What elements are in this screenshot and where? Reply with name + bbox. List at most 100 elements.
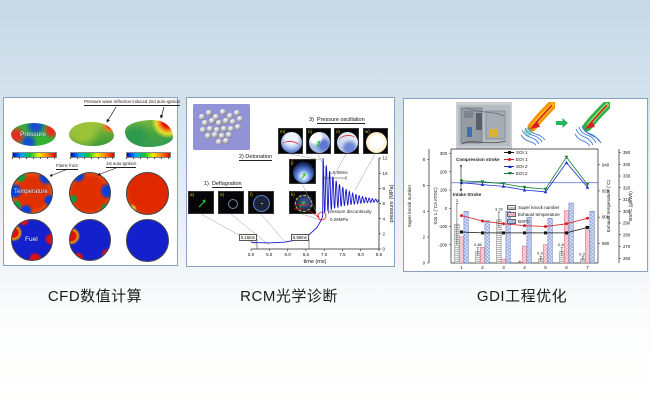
svg-text:6.0: 6.0: [284, 252, 291, 257]
gdi-panel: 0 2 4 6 8 -200 -100 0 100 200 300 880 900 920 940 260 27…: [403, 98, 648, 272]
spray-cfd-image-after: [570, 102, 610, 147]
bsfc-swatch: [507, 219, 516, 224]
caption-rcm: RCM光学诊断: [240, 288, 338, 305]
stage1-label: 1) Deflagration: [204, 181, 242, 188]
pressure-label: Pressure: [20, 131, 47, 138]
svg-text:340: 340: [623, 162, 631, 167]
cfd-fuel-image-1: [11, 219, 53, 261]
svg-text:4: 4: [383, 216, 386, 221]
rcm-panel: 3) Pressure oscillation 2) Detonation 1)…: [186, 97, 395, 267]
svg-text:6: 6: [423, 183, 426, 188]
soi2-swatch: [504, 164, 514, 168]
caption-cfd: CFD数值计算: [47, 288, 143, 305]
cfd-pressure-image-2: [67, 118, 116, 149]
legend-bsfc: BSFC: [507, 219, 530, 224]
svg-text:Exhaust temperature (°C): Exhaust temperature (°C): [606, 179, 611, 232]
legend-super-knock: Super knock number: [507, 205, 560, 210]
frame-j: j): [289, 159, 316, 184]
deflagration-time-label: 5.16ms: [239, 234, 257, 241]
svg-text:0.33: 0.33: [537, 251, 546, 256]
svg-text:290: 290: [623, 221, 631, 226]
svg-text:330: 330: [623, 174, 631, 179]
frame-m: m): [278, 128, 303, 154]
svg-text:1: 1: [460, 265, 463, 270]
svg-text:320: 320: [623, 185, 631, 190]
pressure-contour: [125, 120, 173, 147]
svg-text:8: 8: [423, 157, 426, 162]
compression-stroke-annotation: Compression stroke: [456, 157, 500, 162]
cfd-pressure-image-3: [123, 117, 175, 149]
legend-eoi1: EOI 1: [504, 157, 528, 162]
frame-n: n): [306, 128, 331, 154]
frame-f: f): [248, 191, 274, 214]
svg-text:5.5: 5.5: [266, 252, 273, 257]
svg-text:SOI 1 (°CA ATDC): SOI 1 (°CA ATDC): [433, 187, 438, 225]
discontinuity-value: 0.26MPa: [330, 217, 349, 222]
frame-a: a): [188, 191, 214, 214]
svg-text:BSFC (g/kWh): BSFC (g/kWh): [628, 191, 633, 221]
cfd-temperature-image-1: [11, 172, 53, 214]
svg-text:0: 0: [383, 247, 386, 252]
svg-text:7: 7: [586, 265, 589, 270]
svg-text:6: 6: [383, 201, 386, 206]
svg-text:-100: -100: [438, 224, 447, 229]
svg-text:0.88: 0.88: [474, 242, 483, 247]
svg-text:0.33: 0.33: [579, 251, 588, 256]
legend-soi2: SOI 2: [504, 164, 528, 169]
discontinuity-annotation: pressure discontinuity: [328, 209, 372, 214]
svg-text:300: 300: [440, 151, 448, 156]
legend-exhaust-temp: Exhaust temperature: [507, 212, 560, 217]
engine-test-bench-photo: [456, 102, 512, 149]
pressure-contour: [11, 123, 56, 146]
knock-swatch: [507, 205, 516, 210]
svg-text:0: 0: [445, 206, 448, 211]
svg-text:5: 5: [544, 265, 547, 270]
frame-k: k): [289, 191, 316, 214]
cfd-fuel-image-3: [126, 219, 169, 262]
frame-w: w): [363, 128, 388, 154]
svg-text:200: 200: [440, 169, 448, 174]
legend-eoi2: EOI 2: [504, 171, 528, 176]
svg-text:12: 12: [383, 156, 389, 161]
combustion-frame: [366, 131, 387, 153]
svg-text:100: 100: [440, 188, 448, 193]
svg-text:350: 350: [623, 150, 631, 155]
cfd-temperature-image-2: [69, 172, 111, 214]
svg-text:0: 0: [423, 261, 426, 266]
svg-text:260: 260: [623, 256, 631, 261]
fuel-label: Fuel: [25, 236, 38, 243]
caption-gdi: GDI工程优化: [476, 288, 568, 305]
cfd-pressure-image-1: Pressure: [9, 120, 58, 149]
cfd-fuel-image-2: [69, 219, 111, 261]
pressure-contour: [69, 122, 114, 146]
first-autoignition-annotation: 1st auto-ignition: [106, 161, 137, 168]
oscillation-period-annotation: t=0.09ms: [329, 170, 348, 175]
legend-soi1: SOI 1: [504, 150, 528, 155]
svg-text:10: 10: [383, 171, 389, 176]
svg-text:3: 3: [502, 265, 505, 270]
svg-text:310: 310: [623, 197, 631, 202]
frame-o: o): [334, 128, 359, 154]
svg-text:300: 300: [623, 209, 631, 214]
svg-text:920: 920: [602, 189, 610, 194]
svg-text:8: 8: [383, 186, 386, 191]
cfd-arrows-overlay: [49, 106, 165, 177]
pressure-wave-annotation: Pressure wave: [294, 203, 310, 211]
stage2-label: 2) Detonation: [239, 154, 273, 161]
svg-text:940: 940: [602, 162, 610, 167]
svg-text:4: 4: [423, 209, 426, 214]
flame-kernel-dot: [261, 202, 263, 205]
flame-kernel-ring: [228, 199, 238, 209]
temp-swatch: [507, 212, 516, 217]
colorbar-ticks: [70, 157, 113, 159]
cfd-panel: Pressure wave reflection induced 2nd aut…: [3, 97, 181, 266]
dashed-ring: [294, 194, 312, 212]
svg-text:6: 6: [565, 265, 568, 270]
svg-text:8.5: 8.5: [376, 252, 383, 257]
rcm-pressure-chart: 5.0 5.5 6.0 6.5 7.0 7.5 8.0 8.50 2 4 6 8 10 12 time (m…: [200, 153, 395, 265]
colorbar-ticks: [126, 157, 169, 159]
svg-text:time (ms): time (ms): [304, 259, 327, 265]
combustion-frame: [281, 131, 302, 153]
colorbar-ticks: [12, 157, 55, 159]
